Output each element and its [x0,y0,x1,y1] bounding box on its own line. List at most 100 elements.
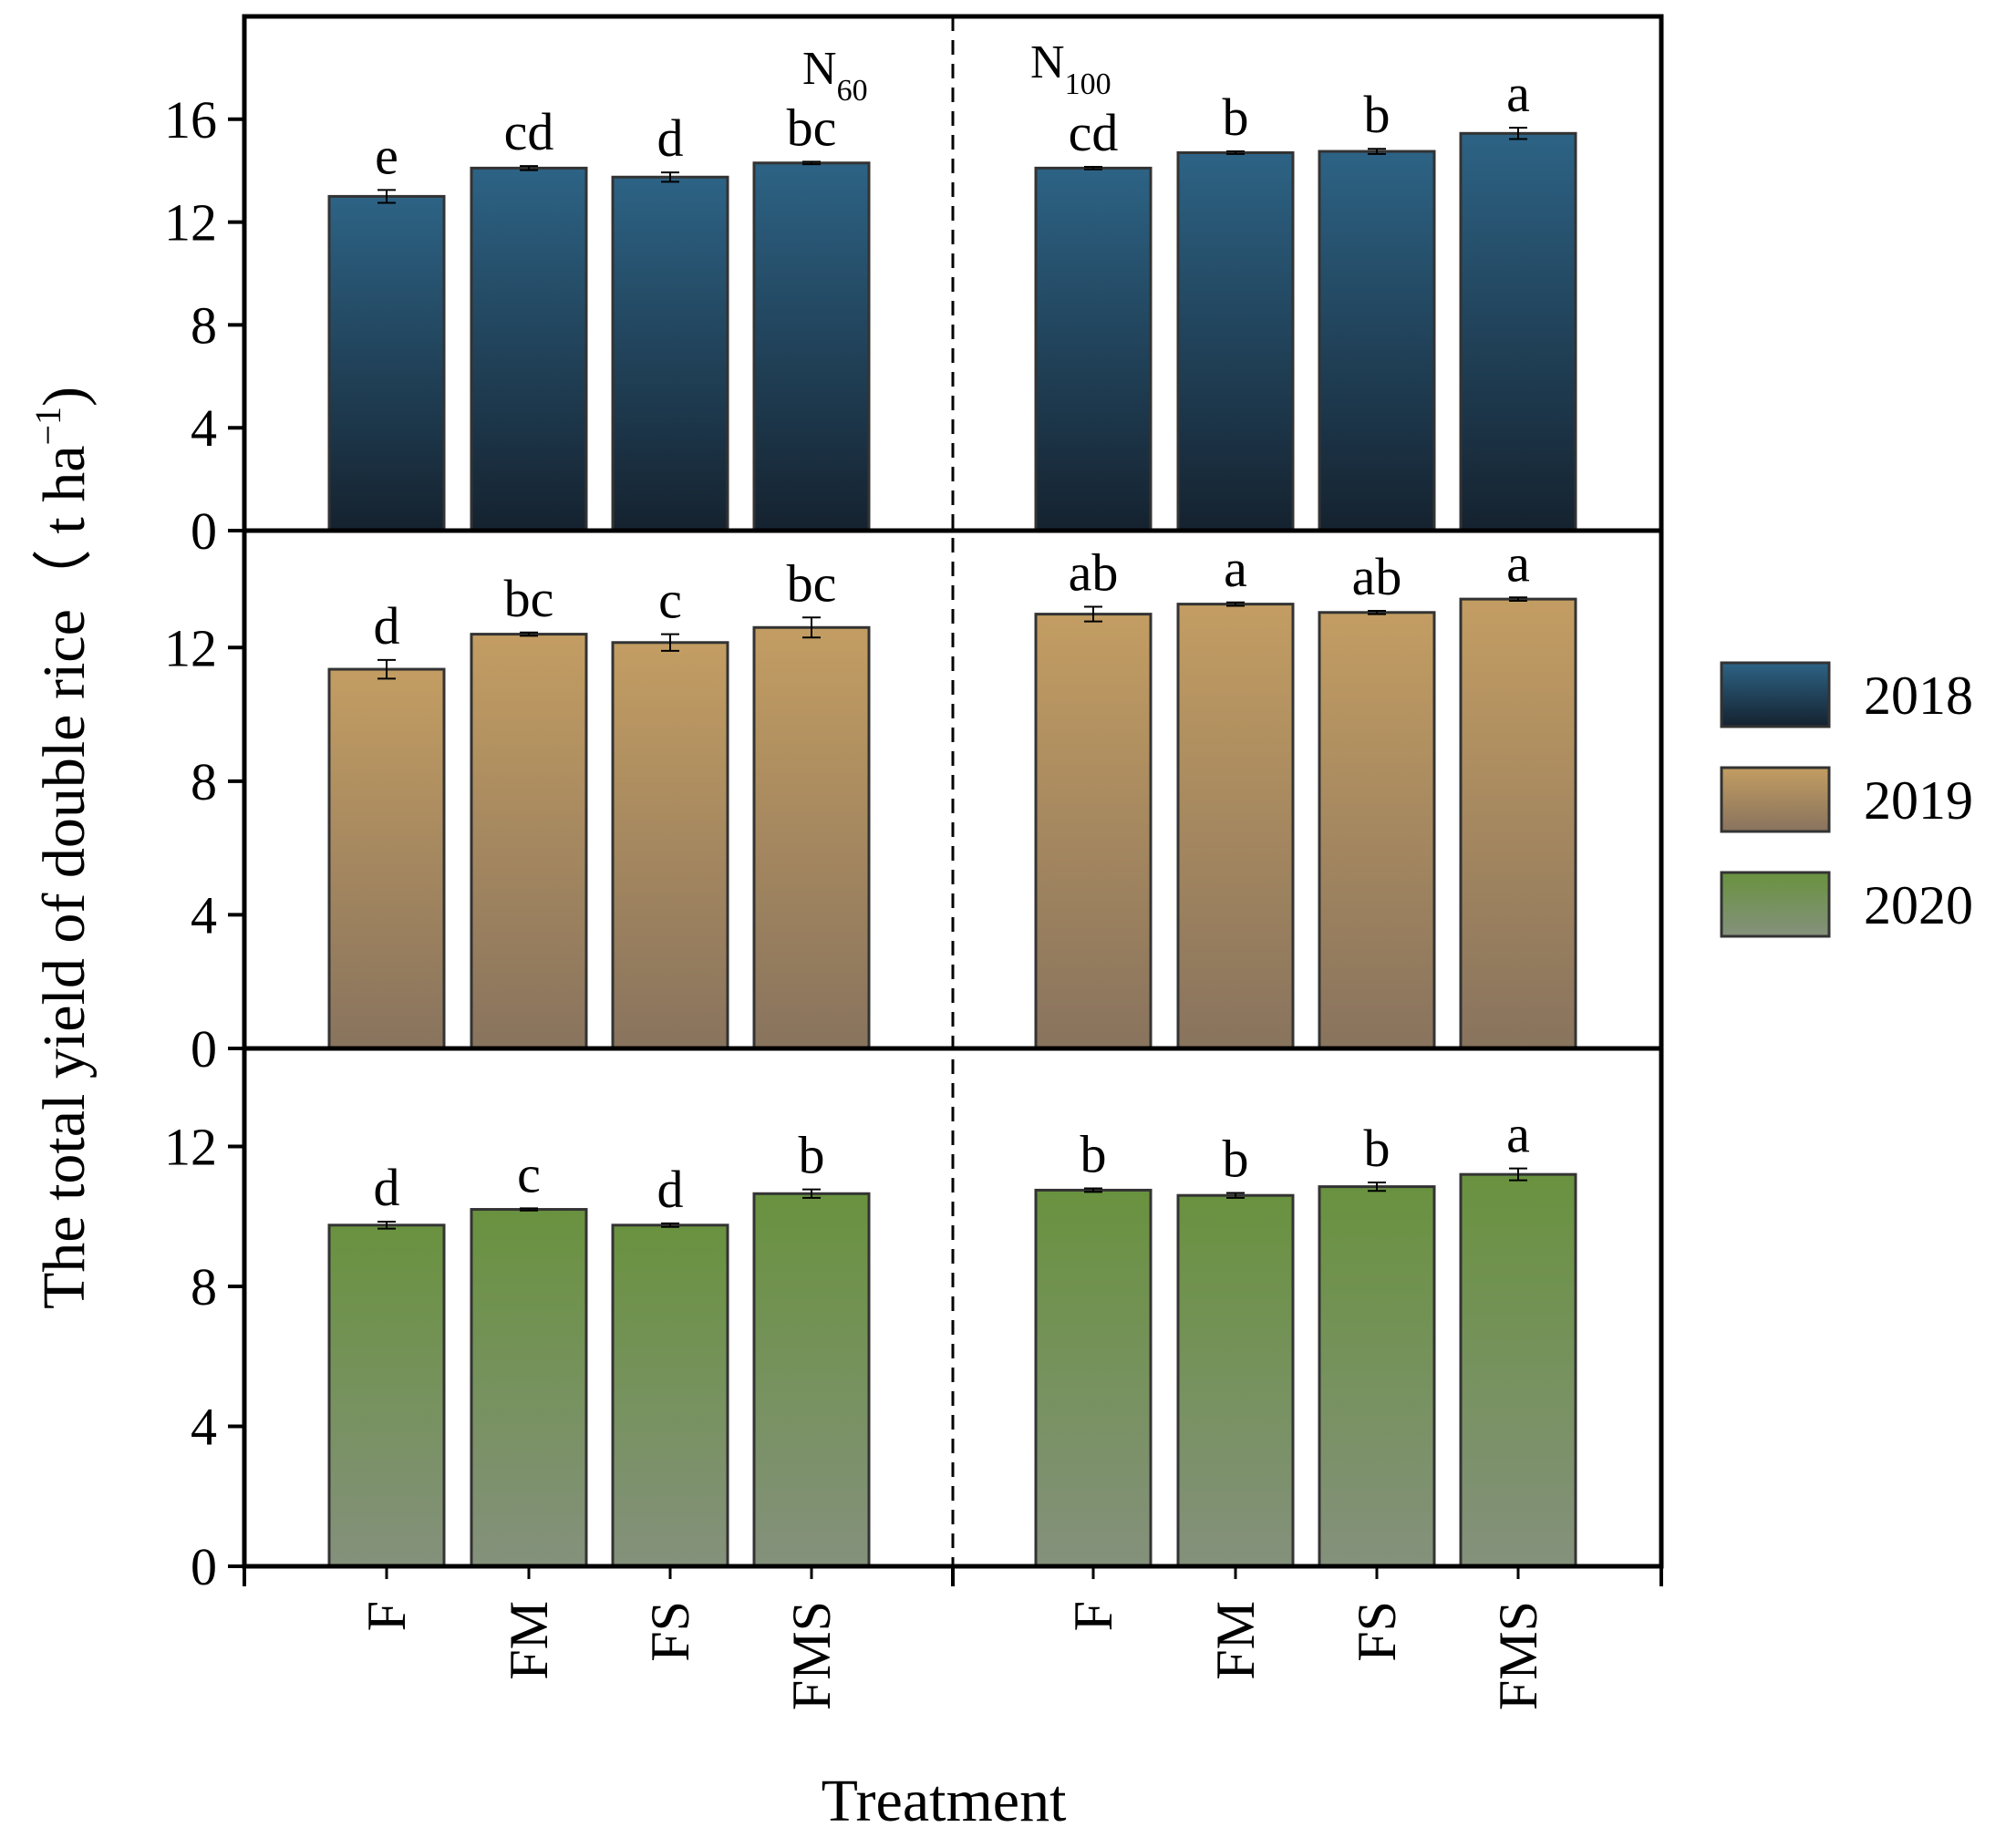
bar-2020-n100-FS [1318,1185,1436,1568]
sig-letter-2020-n60-F: d [374,1158,400,1217]
y-tick-label-2018-12: 12 [164,193,217,253]
error-bar-2018-n100-F [1084,165,1102,170]
bar-2019-n60-FS [611,641,729,1050]
sig-letter-2018-n60-FS: d [657,108,684,168]
x-tick-label-n100-F: F [1063,1601,1123,1631]
bar-2019-n100-FMS [1459,597,1577,1050]
error-bar-2018-n100-FM [1226,150,1245,155]
bar-2018-n60-FMS [752,161,871,532]
error-bar-2018-n100-FMS [1509,127,1527,140]
panel-2020: 0 4 8 12 d c d b b b b a [164,1105,1577,1596]
sig-letter-2018-n60-FMS: bc [787,98,837,157]
sig-letter-2019-n60-FS: c [658,571,682,630]
legend-label-2020: 2020 [1864,875,1973,935]
sig-letter-2020-n100-F: b [1080,1125,1107,1184]
sig-letter-2019-n100-FS: ab [1352,547,1402,606]
y-tick-label-2019-12: 12 [164,618,217,677]
x-tick-label-n60-F: F [357,1601,417,1631]
error-bar-2019-n60-FMS [802,616,821,639]
bar-2020-n60-F [327,1223,446,1568]
sig-letter-2018-n60-F: e [375,126,398,185]
error-bar-2020-n100-FS [1368,1181,1386,1192]
error-bar-2019-n100-FS [1368,609,1386,615]
error-bar-2018-n60-F [377,189,396,204]
error-bar-2020-n100-FMS [1509,1167,1527,1182]
sig-letter-2019-n100-FM: a [1224,539,1247,598]
sig-letter-2020-n60-FMS: b [799,1126,825,1185]
group-label-n100: N100 [1030,36,1111,101]
error-bar-2020-n60-FM [520,1207,538,1212]
y-tick-label-2018-16: 16 [164,90,217,150]
error-bar-2019-n100-FMS [1509,596,1527,602]
panel-2018: 0 4 8 12 16 e cd d bc cd b b a [164,64,1577,561]
y-tick-label-2020-12: 12 [164,1117,217,1176]
bar-2019-n100-FS [1318,611,1436,1050]
bar-2020-n60-FM [470,1208,588,1568]
error-bar-2019-n60-FS [661,633,679,652]
y-axis-title: The total yield of double rice（ t ha−1) [27,387,98,1309]
sig-letter-2019-n60-F: d [374,596,400,656]
error-bar-2020-n60-FMS [802,1188,821,1199]
sig-letter-2020-n100-FMS: a [1506,1105,1530,1164]
legend-label-2018: 2018 [1864,666,1973,726]
bar-2019-n60-FMS [752,625,871,1050]
y-tick-label-2019-0: 0 [191,1019,217,1079]
y-tick-label-2018-0: 0 [191,501,217,561]
error-bar-2019-n100-F [1084,605,1102,623]
error-bar-2020-n100-FM [1226,1192,1245,1199]
bar-2020-n60-FMS [752,1192,871,1568]
y-tick-label-2019-8: 8 [191,752,217,811]
sig-letter-2020-n60-FM: c [517,1144,541,1203]
error-bar-2018-n60-FM [520,165,538,171]
x-tick-label-n60-FS: FS [640,1601,700,1662]
bar-2018-n60-FM [470,166,588,532]
bar-2019-n60-FM [470,633,588,1050]
error-bar-2018-n60-FMS [802,160,821,166]
error-bar-2019-n60-F [377,658,396,680]
sig-letter-2019-n100-FMS: a [1506,533,1530,593]
bar-2019-n100-FM [1176,603,1295,1050]
y-tick-label-2019-4: 4 [191,885,217,945]
bar-2020-n60-FS [611,1223,729,1568]
sig-letter-2018-n100-F: cd [1069,103,1119,162]
y-tick-label-2020-8: 8 [191,1257,217,1316]
legend-label-2019: 2019 [1864,770,1973,831]
bar-2018-n60-FS [611,175,729,532]
error-bar-2019-n100-FM [1226,601,1245,607]
y-tick-label-2020-0: 0 [191,1537,217,1596]
sig-letter-2020-n60-FS: d [657,1160,684,1219]
bar-2018-n60-F [327,194,446,532]
sig-letter-2020-n100-FS: b [1364,1119,1391,1178]
y-tick-label-2018-8: 8 [191,295,217,355]
group-label-n60: N60 [802,43,868,108]
bar-2020-n100-FM [1176,1193,1295,1568]
bar-2018-n100-FM [1176,150,1295,532]
error-bar-2018-n60-FS [661,171,679,183]
legend-swatch-2020 [1720,871,1831,938]
bar-2018-n100-F [1034,166,1153,532]
legend-swatch-2018 [1720,661,1831,728]
x-tick-label-n60-FMS: FMS [781,1601,842,1710]
bar-2020-n100-FMS [1459,1172,1577,1568]
x-tick-label-n100-FS: FS [1347,1601,1407,1662]
error-bar-2020-n100-F [1084,1187,1102,1193]
x-tick-label-n100-FMS: FMS [1488,1601,1548,1710]
bar-2019-n100-F [1034,613,1153,1050]
x-tick-label-n60-FM: FM [499,1601,559,1680]
error-bar-2020-n60-FS [661,1222,679,1228]
bar-2018-n100-FS [1318,150,1436,532]
panel-2019: 0 4 8 12 d bc c bc ab a ab a [164,533,1577,1079]
x-tick-label-n100-FM: FM [1205,1601,1266,1680]
bar-2020-n100-F [1034,1188,1153,1568]
bar-2019-n60-F [327,667,446,1050]
sig-letter-2019-n60-FMS: bc [787,553,837,613]
y-tick-label-2020-4: 4 [191,1397,217,1456]
sig-letter-2019-n60-FM: bc [504,569,554,628]
y-tick-label-2018-4: 4 [191,398,217,458]
sig-letter-2018-n100-FMS: a [1506,64,1530,123]
sig-letter-2018-n100-FS: b [1364,85,1391,144]
sig-letter-2020-n100-FM: b [1223,1130,1249,1189]
error-bar-2018-n100-FS [1368,148,1386,155]
error-bar-2019-n60-FM [520,631,538,637]
